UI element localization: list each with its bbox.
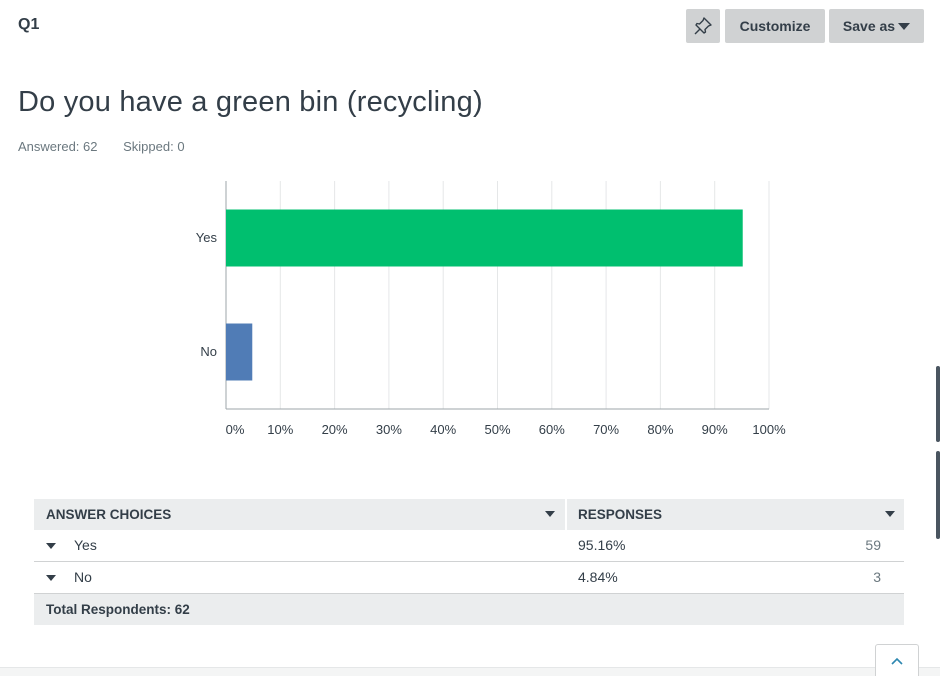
- x-tick-label: 90%: [702, 422, 728, 437]
- header-answer-choices[interactable]: ANSWER CHOICES: [46, 507, 172, 522]
- x-tick-label: 40%: [430, 422, 456, 437]
- x-tick-label: 70%: [593, 422, 619, 437]
- row-count: 59: [865, 537, 881, 553]
- bar-chart: 0% 10% 20% 30% 40% 50% 60% 70% 80% 90% 100% Yes No: [196, 181, 786, 437]
- customize-button[interactable]: Customize: [725, 9, 825, 43]
- chevron-up-icon: [891, 657, 903, 665]
- save-as-label: Save as: [842, 18, 896, 34]
- results-table: ANSWER CHOICES RESPONSES Yes 95.16% 59 N…: [34, 499, 904, 625]
- bar: [226, 323, 253, 381]
- save-as-button[interactable]: Save as: [829, 9, 924, 43]
- row-percent: 4.84%: [578, 569, 618, 585]
- sort-responses-icon[interactable]: [885, 511, 895, 517]
- pin-icon: [694, 17, 712, 35]
- expand-row-icon[interactable]: [46, 543, 56, 549]
- table-footer: Total Respondents: 62: [34, 594, 904, 625]
- header-divider: [565, 499, 567, 530]
- table-header: ANSWER CHOICES RESPONSES: [34, 499, 904, 530]
- scrollbar-marker[interactable]: [936, 451, 940, 539]
- x-tick-label: 0%: [226, 422, 245, 437]
- question-number: Q1: [18, 16, 40, 33]
- x-tick-label: 30%: [376, 422, 402, 437]
- x-tick-label: 100%: [752, 422, 786, 437]
- answered-count: Answered: 62: [18, 139, 98, 154]
- row-count: 3: [873, 569, 881, 585]
- x-tick-label: 10%: [267, 422, 293, 437]
- category-label: No: [200, 344, 217, 359]
- bar: [226, 209, 743, 267]
- x-tick-label: 80%: [647, 422, 673, 437]
- expand-row-icon[interactable]: [46, 575, 56, 581]
- category-label: Yes: [196, 230, 218, 245]
- pin-button[interactable]: [686, 9, 720, 43]
- row-choice: Yes: [74, 537, 97, 553]
- header-responses[interactable]: RESPONSES: [578, 507, 663, 522]
- x-tick-label: 20%: [322, 422, 348, 437]
- row-choice: No: [74, 569, 92, 585]
- customize-label: Customize: [739, 18, 811, 34]
- sort-choices-icon[interactable]: [545, 511, 555, 517]
- x-tick-label: 60%: [539, 422, 565, 437]
- page-bottom-border: [0, 667, 940, 676]
- question-title: Do you have a green bin (recycling): [18, 86, 483, 118]
- table-row: Yes 95.16% 59: [34, 530, 904, 562]
- total-respondents: Total Respondents: 62: [46, 602, 190, 617]
- scrollbar-marker[interactable]: [936, 366, 940, 442]
- response-stats: Answered: 62 Skipped: 0: [18, 139, 207, 154]
- table-row: No 4.84% 3: [34, 562, 904, 594]
- scroll-to-top-button[interactable]: [875, 644, 919, 676]
- skipped-count: Skipped: 0: [123, 139, 185, 154]
- row-percent: 95.16%: [578, 537, 626, 553]
- chevron-down-icon: [898, 22, 911, 30]
- x-tick-label: 50%: [484, 422, 510, 437]
